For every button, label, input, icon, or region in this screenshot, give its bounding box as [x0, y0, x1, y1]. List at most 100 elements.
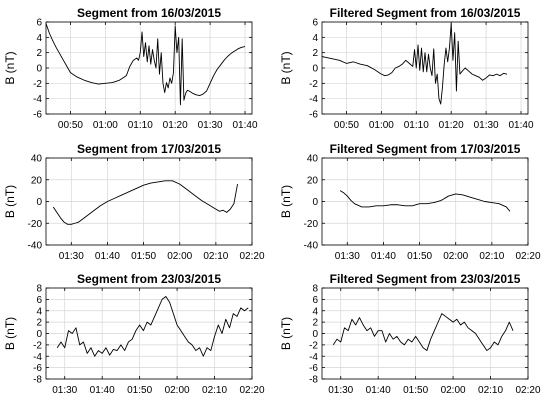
x-tick-label: 01:10 [404, 120, 429, 131]
y-tick-label: 40 [31, 154, 43, 165]
chart-panel-2: 00:50 01:00 01:10 01:20 01:30 01:40 -6 -4 -2 0 2 4 6… [279, 6, 534, 131]
y-tick-label: -2 [33, 340, 42, 351]
y-axis-label: B (nT) [279, 51, 293, 84]
chart-panel-6: 01:30 01:40 01:50 02:00 02:10 02:20 -8-6-4-202… [279, 272, 541, 396]
chart-title: Filtered Segment from 16/03/2015 [330, 6, 521, 20]
x-tick-label: 01:10 [128, 120, 153, 131]
x-tick-label: 02:00 [443, 251, 468, 262]
y-axis-label: B (nT) [3, 185, 17, 218]
x-tick-label: 02:10 [202, 385, 227, 396]
data-line-series-1 [339, 190, 511, 212]
y-tick-label: 8 [36, 284, 42, 295]
x-tick-label: 02:20 [239, 385, 264, 396]
y-tick-label: 20 [31, 175, 43, 186]
y-tick-label: 0 [312, 64, 318, 75]
x-tick-label: 01:30 [335, 251, 360, 262]
x-tick-label: 01:30 [328, 385, 353, 396]
y-tick-label: -6 [33, 110, 42, 121]
y-tick-label: -8 [309, 375, 318, 386]
x-tick-label: 01:20 [163, 120, 188, 131]
y-tick-label: -8 [33, 375, 42, 386]
x-tick-label: 02:00 [441, 385, 466, 396]
y-tick-label: 2 [312, 48, 318, 59]
data-line-series-1 [332, 313, 514, 352]
y-axis-label: B (nT) [279, 317, 293, 350]
chart-title: Segment from 23/03/2015 [77, 272, 221, 286]
x-tick-label: 02:10 [203, 251, 228, 262]
y-tick-label: -4 [309, 94, 318, 105]
x-tick-label: 01:30 [474, 120, 499, 131]
y-tick-label: -6 [33, 363, 42, 374]
y-tick-label: 8 [312, 284, 318, 295]
chart-title: Segment from 16/03/2015 [77, 6, 221, 20]
data-line-series-1 [52, 180, 238, 225]
y-tick-label: 4 [312, 33, 318, 44]
y-tick-label: 6 [312, 18, 318, 29]
y-tick-label: 2 [36, 48, 42, 59]
x-tick-label: 01:40 [90, 385, 115, 396]
x-tick-label: 01:00 [369, 120, 394, 131]
x-tick-label: 01:40 [509, 120, 534, 131]
y-tick-label: -4 [33, 94, 42, 105]
y-axis-label: B (nT) [3, 317, 17, 350]
x-tick-label: 02:10 [479, 251, 504, 262]
y-tick-label: -2 [309, 79, 318, 90]
x-tick-label: 01:20 [439, 120, 464, 131]
x-tick-label: 00:50 [334, 120, 359, 131]
y-tick-label: -40 [28, 241, 43, 252]
x-tick-label: 02:20 [239, 251, 264, 262]
chart-title: Filtered Segment from 23/03/2015 [330, 272, 521, 286]
data-line-series-1 [321, 23, 508, 105]
y-tick-label: 0 [36, 64, 42, 75]
y-tick-label: -2 [309, 340, 318, 351]
chart-panel-1: 00:50 01:00 01:10 01:20 01:30 01:40 -6 -4 -2 0 2 4 6… [3, 6, 258, 131]
y-tick-label: 4 [36, 33, 42, 44]
x-tick-label: 01:30 [198, 120, 223, 131]
y-tick-label: 0 [312, 197, 318, 208]
x-tick-label: 01:30 [52, 385, 77, 396]
y-axis-label: B (nT) [279, 185, 293, 218]
y-tick-label: 40 [307, 154, 319, 165]
x-tick-label: 02:00 [165, 385, 190, 396]
x-tick-label: 01:50 [127, 385, 152, 396]
y-tick-label: -6 [309, 110, 318, 121]
y-tick-label: 6 [36, 295, 42, 306]
x-tick-label: 01:40 [371, 251, 396, 262]
y-tick-label: 6 [36, 18, 42, 29]
chart-panel-3: 01:30 01:40 01:50 02:00 02:10 02:20 -40 -20 0 20 4… [3, 142, 265, 262]
x-tick-label: 01:50 [407, 251, 432, 262]
y-axis-label: B (nT) [3, 51, 17, 84]
chart-panel-4: 01:30 01:40 01:50 02:00 02:10 02:20 -40 -20 0 20 4… [279, 142, 541, 262]
y-tick-label: 0 [36, 329, 42, 340]
y-tick-label: -40 [304, 241, 319, 252]
y-tick-label: 6 [312, 295, 318, 306]
y-tick-label: 20 [307, 175, 319, 186]
x-tick-label: 02:20 [515, 385, 540, 396]
x-tick-label: 01:40 [366, 385, 391, 396]
data-line-series-1 [56, 296, 249, 357]
y-tick-label: 2 [312, 318, 318, 329]
chart-panel-5: 01:30 01:40 01:50 02:00 02:10 02:20 -8-6-4-202… [3, 272, 265, 396]
y-tick-label: -4 [309, 352, 318, 363]
y-tick-label: -20 [304, 219, 319, 230]
chart-title: Segment from 17/03/2015 [77, 142, 221, 156]
x-tick-label: 02:10 [478, 385, 503, 396]
y-tick-label: -6 [309, 363, 318, 374]
x-tick-label: 00:50 [58, 120, 83, 131]
y-tick-label: 2 [36, 318, 42, 329]
data-line-series-1 [45, 23, 246, 106]
x-tick-label: 02:00 [167, 251, 192, 262]
x-tick-label: 01:30 [59, 251, 84, 262]
y-tick-label: 4 [36, 306, 42, 317]
y-tick-label: -2 [33, 79, 42, 90]
x-tick-label: 01:50 [403, 385, 428, 396]
y-tick-label: -4 [33, 352, 42, 363]
y-tick-label: 0 [36, 197, 42, 208]
x-tick-label: 01:50 [131, 251, 156, 262]
x-tick-label: 01:40 [95, 251, 120, 262]
x-tick-label: 01:40 [233, 120, 258, 131]
y-tick-label: 0 [312, 329, 318, 340]
chart-title: Filtered Segment from 17/03/2015 [330, 142, 521, 156]
y-tick-label: -20 [28, 219, 43, 230]
